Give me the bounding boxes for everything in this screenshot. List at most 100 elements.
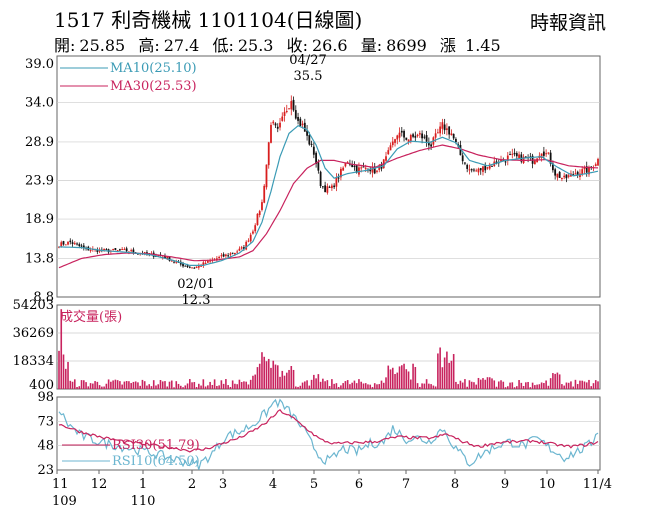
volume-bar bbox=[306, 380, 308, 389]
price-legend-label: MA30(25.53) bbox=[110, 79, 197, 94]
volume-bar bbox=[238, 379, 241, 389]
volume-bar bbox=[407, 371, 410, 389]
volume-bar bbox=[173, 387, 175, 389]
candle bbox=[231, 252, 234, 255]
candle-body bbox=[362, 166, 365, 168]
candle-body bbox=[464, 162, 466, 164]
volume-bar bbox=[414, 366, 417, 389]
volume-bar bbox=[301, 382, 304, 389]
date-code: 1101104(日線圖) bbox=[197, 8, 363, 32]
volume-bar bbox=[412, 363, 414, 389]
volume-bar bbox=[207, 385, 209, 389]
candle-body bbox=[164, 256, 166, 259]
candle bbox=[209, 258, 212, 264]
candle bbox=[585, 161, 588, 177]
candle bbox=[549, 150, 552, 167]
candle bbox=[240, 245, 243, 250]
candle-body bbox=[450, 133, 453, 136]
candle-body bbox=[224, 254, 227, 257]
candle-body bbox=[500, 159, 502, 162]
candle bbox=[484, 162, 487, 174]
candle bbox=[412, 132, 414, 139]
candle-body bbox=[184, 265, 187, 267]
volume-bar bbox=[87, 386, 90, 389]
candle-body bbox=[398, 132, 401, 138]
candle bbox=[67, 241, 69, 246]
volume-bar bbox=[211, 384, 214, 389]
candle bbox=[195, 266, 198, 269]
candle bbox=[470, 168, 473, 173]
trough-date-annotation: 02/01 bbox=[177, 277, 214, 292]
volume-bar bbox=[294, 386, 297, 389]
candle-body bbox=[285, 111, 288, 113]
volume-bar bbox=[213, 379, 216, 389]
volume-bar bbox=[448, 362, 450, 389]
candle-body bbox=[389, 145, 392, 151]
volume-bar bbox=[419, 386, 421, 389]
candle bbox=[312, 142, 315, 159]
candle-body bbox=[310, 143, 313, 145]
candle bbox=[421, 130, 423, 144]
candle-body bbox=[554, 169, 557, 176]
volume-bar bbox=[83, 380, 85, 389]
volume-bar bbox=[518, 380, 520, 389]
candle bbox=[594, 162, 597, 167]
candle-body bbox=[547, 152, 550, 154]
candle bbox=[227, 252, 230, 258]
candle bbox=[337, 173, 340, 183]
candle-body bbox=[518, 154, 520, 159]
volume-bar bbox=[531, 382, 534, 389]
volume-bar bbox=[479, 379, 482, 389]
candle-body bbox=[414, 135, 417, 138]
volume-bar bbox=[470, 381, 473, 389]
volume-bar bbox=[477, 377, 480, 389]
candle-body bbox=[360, 167, 363, 169]
volume-bar bbox=[292, 369, 295, 389]
volume-bar bbox=[177, 383, 180, 389]
candle-body bbox=[576, 171, 579, 176]
candle bbox=[290, 95, 293, 116]
candle-body bbox=[254, 225, 257, 232]
volume-bar bbox=[342, 383, 344, 389]
volume-bar bbox=[267, 358, 270, 389]
volume-bar bbox=[459, 380, 462, 389]
candle bbox=[215, 256, 218, 263]
price-tick-label: 34.0 bbox=[25, 96, 54, 111]
volume-bar bbox=[432, 385, 435, 389]
candle-body bbox=[231, 252, 234, 254]
volume-bar bbox=[396, 372, 399, 389]
candle-body bbox=[297, 117, 299, 121]
volume-bar bbox=[351, 382, 353, 389]
volume-bar bbox=[168, 381, 171, 389]
volume-bar bbox=[152, 380, 155, 389]
volume-bar bbox=[119, 381, 121, 389]
quote-line: 開: 25.85 高: 27.4 低: 25.3 收: 26.6 量: 8699 漲 1.… bbox=[54, 32, 509, 56]
candle bbox=[249, 232, 252, 244]
candle bbox=[515, 151, 518, 159]
volume-tick-label: 36269 bbox=[13, 326, 54, 341]
candle bbox=[561, 177, 563, 182]
volume-bar bbox=[576, 384, 579, 389]
candle-body bbox=[482, 166, 484, 172]
candle bbox=[224, 253, 227, 259]
volume-bar bbox=[229, 386, 232, 389]
candle bbox=[486, 166, 489, 170]
volume-bar bbox=[428, 383, 430, 389]
candle bbox=[333, 183, 336, 190]
candle bbox=[193, 266, 196, 269]
volume-bar bbox=[385, 377, 387, 389]
volume-bar bbox=[509, 382, 511, 389]
volume-panel-title: 成交量(張) bbox=[60, 309, 122, 325]
candle bbox=[62, 240, 65, 246]
candle bbox=[191, 267, 193, 269]
candle-body bbox=[197, 265, 200, 268]
volume-bar bbox=[367, 384, 369, 389]
price-tick-label: 13.8 bbox=[25, 251, 54, 266]
candle bbox=[188, 265, 191, 269]
candle bbox=[222, 252, 225, 258]
candle bbox=[574, 168, 577, 175]
candle bbox=[473, 168, 475, 173]
volume-bar bbox=[398, 366, 401, 389]
x-month-label: 10 bbox=[539, 477, 556, 492]
